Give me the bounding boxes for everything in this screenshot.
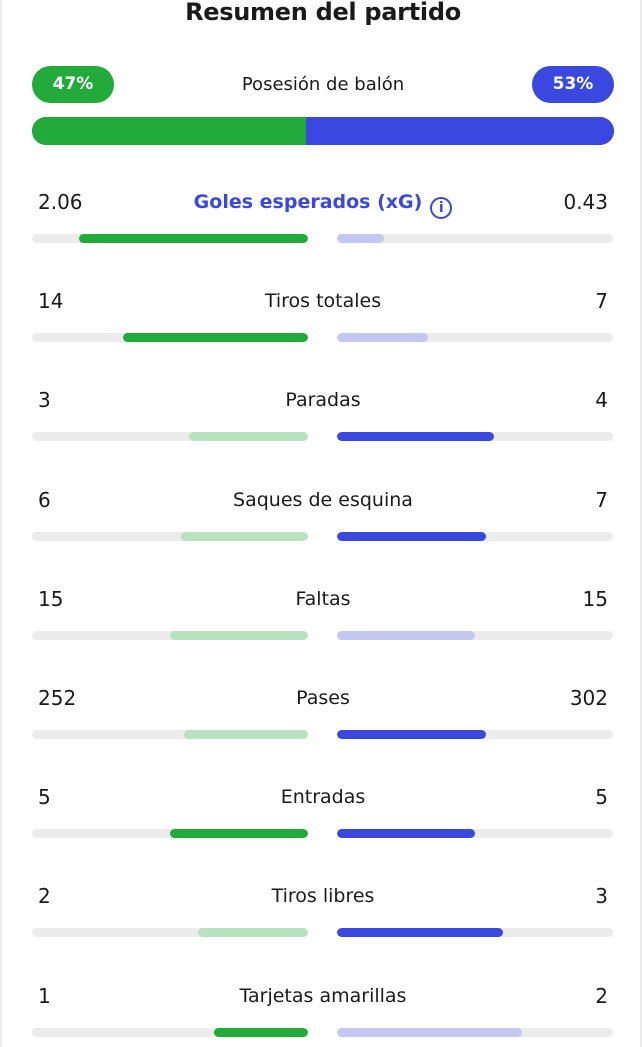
stat-away-bar-fill bbox=[337, 1028, 522, 1037]
stat-row: 6 Saques de esquina 7 bbox=[32, 487, 614, 547]
stat-away-bar-fill bbox=[337, 829, 475, 838]
stat-away-value: 7 bbox=[595, 289, 608, 313]
stat-away-bar-track bbox=[337, 333, 613, 342]
stat-home-value: 1 bbox=[38, 984, 51, 1008]
stat-home-value: 5 bbox=[38, 785, 51, 809]
possession-bar-away bbox=[305, 117, 614, 145]
stat-home-bar-track bbox=[32, 432, 308, 441]
stat-label-text: Tiros libres bbox=[271, 885, 375, 907]
stat-label[interactable]: Goles esperados (xG) i bbox=[32, 189, 614, 219]
stat-label-text: Pases bbox=[296, 687, 350, 709]
stat-away-value: 302 bbox=[569, 686, 608, 710]
stat-away-bar-track bbox=[337, 829, 613, 838]
possession-bar bbox=[32, 117, 614, 145]
stat-home-value: 14 bbox=[38, 289, 64, 313]
stat-home-bar-track bbox=[32, 333, 308, 342]
stat-home-bar-track bbox=[32, 1028, 308, 1037]
stat-label-text: Faltas bbox=[295, 588, 351, 610]
stat-away-bar-fill bbox=[337, 432, 494, 441]
stat-away-value: 7 bbox=[595, 488, 608, 512]
away-possession-badge: 53% bbox=[532, 66, 614, 103]
stat-away-value: 4 bbox=[595, 388, 608, 412]
stat-home-bar-track bbox=[32, 631, 308, 640]
stat-away-value: 3 bbox=[595, 884, 608, 908]
stat-home-value: 6 bbox=[38, 488, 51, 512]
stat-away-bar-track bbox=[337, 1028, 613, 1037]
stat-home-bar-fill bbox=[198, 928, 308, 937]
stat-home-bar-fill bbox=[181, 532, 308, 541]
stat-home-bar-track bbox=[32, 928, 308, 937]
possession-bar-home bbox=[32, 117, 306, 145]
stat-label: Entradas bbox=[32, 784, 614, 810]
stat-label: Pases bbox=[32, 685, 614, 711]
stat-row: 252 Pases 302 bbox=[32, 685, 614, 745]
stat-away-bar-fill bbox=[337, 234, 384, 243]
stat-home-bar-fill bbox=[170, 631, 308, 640]
stat-row: 5 Entradas 5 bbox=[32, 784, 614, 844]
stat-home-value: 3 bbox=[38, 388, 51, 412]
stat-home-bar-fill bbox=[79, 234, 308, 243]
stat-home-value: 2 bbox=[38, 884, 51, 908]
stat-label-text: Saques de esquina bbox=[233, 489, 413, 511]
stat-row: 2.06 Goles esperados (xG) i 0.43 bbox=[32, 189, 614, 249]
stat-row: 3 Paradas 4 bbox=[32, 387, 614, 447]
possession-header: 47% Posesión de balón 53% bbox=[32, 66, 614, 104]
page-title: Resumen del partido bbox=[185, 0, 461, 26]
stat-label-text: Tarjetas amarillas bbox=[239, 985, 407, 1007]
stat-row: 14 Tiros totales 7 bbox=[32, 288, 614, 348]
stat-row: 1 Tarjetas amarillas 2 bbox=[32, 983, 614, 1043]
stat-label-text[interactable]: Goles esperados (xG) bbox=[193, 191, 423, 213]
stat-home-bar-fill bbox=[214, 1028, 308, 1037]
stat-away-bar-track bbox=[337, 631, 613, 640]
stat-home-bar-fill bbox=[184, 730, 308, 739]
stat-row: 2 Tiros libres 3 bbox=[32, 883, 614, 943]
stat-away-bar-track bbox=[337, 928, 613, 937]
stat-home-value: 252 bbox=[38, 686, 77, 710]
stat-label: Saques de esquina bbox=[32, 487, 614, 513]
stat-home-value: 15 bbox=[38, 587, 64, 611]
stat-away-value: 0.43 bbox=[563, 190, 608, 214]
stat-away-bar-track bbox=[337, 730, 613, 739]
stat-away-bar-track bbox=[337, 532, 613, 541]
stat-home-bar-fill bbox=[170, 829, 308, 838]
stat-away-bar-track bbox=[337, 432, 613, 441]
stat-home-bar-fill bbox=[189, 432, 308, 441]
home-possession-badge: 47% bbox=[32, 66, 114, 103]
stat-label: Faltas bbox=[32, 586, 614, 612]
stat-home-bar-track bbox=[32, 234, 308, 243]
stat-label: Tarjetas amarillas bbox=[32, 983, 614, 1009]
stat-home-bar-fill bbox=[123, 333, 308, 342]
stat-away-bar-fill bbox=[337, 532, 486, 541]
stat-away-value: 15 bbox=[582, 587, 608, 611]
stat-away-value: 2 bbox=[595, 984, 608, 1008]
stat-away-bar-fill bbox=[337, 730, 486, 739]
stat-away-bar-fill bbox=[337, 928, 503, 937]
stat-label-text: Entradas bbox=[280, 786, 366, 808]
stat-label-text: Paradas bbox=[285, 389, 361, 411]
stat-row: 15 Faltas 15 bbox=[32, 586, 614, 646]
info-icon[interactable]: i bbox=[430, 197, 453, 219]
stat-label-text: Tiros totales bbox=[264, 290, 382, 312]
stat-home-bar-track bbox=[32, 829, 308, 838]
stat-home-value: 2.06 bbox=[38, 190, 83, 214]
stat-label: Tiros totales bbox=[32, 288, 614, 314]
stat-home-bar-track bbox=[32, 532, 308, 541]
stat-away-bar-fill bbox=[337, 333, 428, 342]
stat-home-bar-track bbox=[32, 730, 308, 739]
stat-label: Tiros libres bbox=[32, 883, 614, 909]
stat-away-bar-track bbox=[337, 234, 613, 243]
stat-label: Paradas bbox=[32, 387, 614, 413]
stat-away-value: 5 bbox=[595, 785, 608, 809]
possession-label: Posesión de balón bbox=[241, 74, 405, 95]
stat-away-bar-fill bbox=[337, 631, 475, 640]
